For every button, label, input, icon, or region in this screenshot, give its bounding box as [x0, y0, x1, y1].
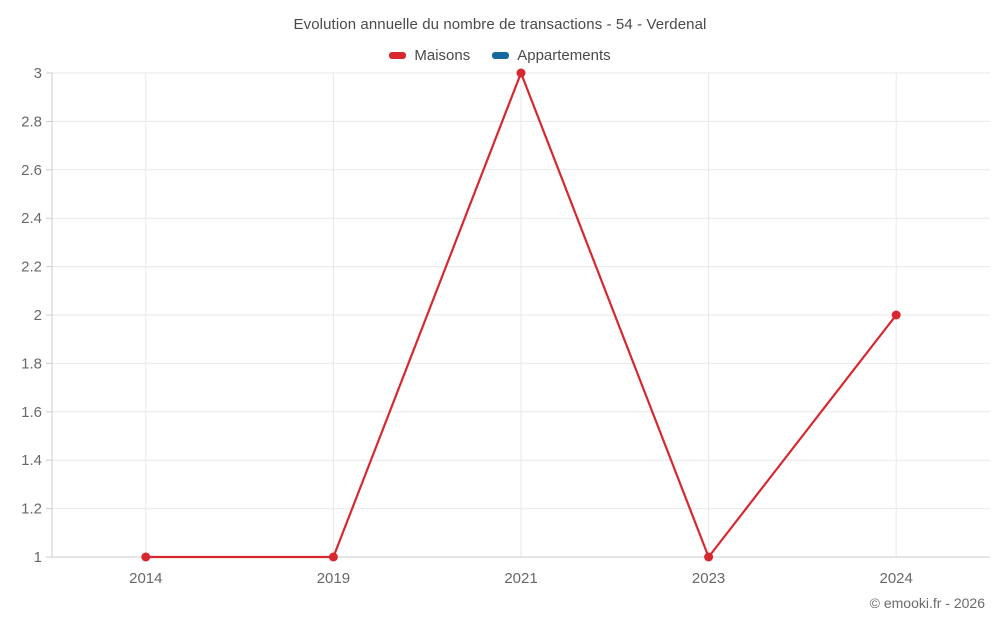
- legend-label: Maisons: [414, 46, 471, 64]
- y-tick-label: 2.6: [21, 162, 42, 179]
- legend: Maisons Appartements: [0, 45, 1000, 65]
- y-tick-label: 2.4: [21, 210, 42, 227]
- x-tick-label: 2024: [880, 570, 913, 587]
- maisons-data-point: [891, 310, 901, 320]
- y-tick-label: 1.8: [21, 355, 42, 372]
- maisons-data-point: [328, 552, 338, 562]
- y-tick-label: 2.8: [21, 113, 42, 130]
- maisons-data-point: [704, 552, 714, 562]
- maisons-data-point: [141, 552, 151, 562]
- x-tick-label: 2019: [317, 570, 350, 587]
- x-tick-label: 2014: [129, 570, 162, 587]
- x-tick-label: 2023: [692, 570, 725, 587]
- x-tick-label: 2021: [504, 570, 537, 587]
- copyright-text: © emooki.fr - 2026: [869, 595, 985, 611]
- legend-swatch-maisons: [389, 51, 407, 59]
- y-tick-label: 1.2: [21, 501, 42, 518]
- legend-item-appartements[interactable]: Appartements: [492, 46, 611, 64]
- y-tick-label: 1: [34, 549, 42, 566]
- y-tick-label: 3: [34, 65, 42, 82]
- chart-title: Evolution annuelle du nombre de transact…: [293, 16, 707, 33]
- legend-label: Appartements: [517, 46, 611, 64]
- y-tick-label: 2.2: [21, 259, 42, 276]
- y-tick-label: 1.4: [21, 452, 42, 469]
- y-tick-label: 2: [34, 307, 42, 324]
- legend-swatch-appartements: [492, 51, 510, 59]
- legend-item-maisons[interactable]: Maisons: [389, 47, 470, 64]
- y-tick-label: 1.6: [21, 404, 42, 421]
- maisons-data-point: [516, 68, 526, 78]
